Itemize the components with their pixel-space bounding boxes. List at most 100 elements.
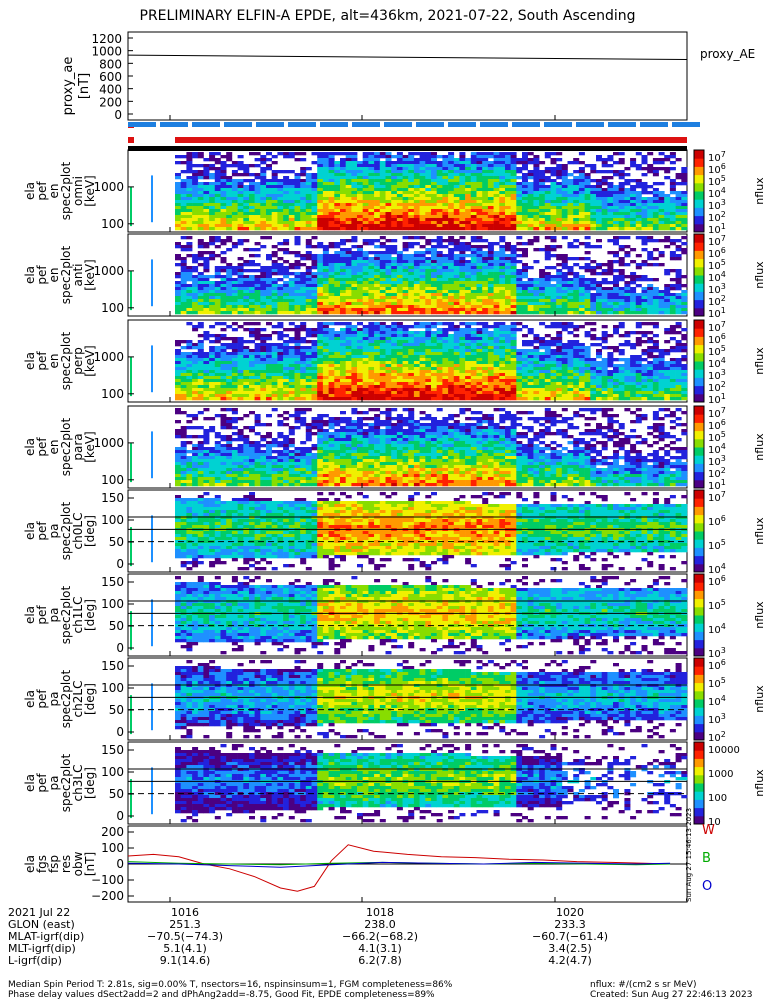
ylabel-ela_pef_en_spec2plot_para: en (47, 440, 61, 455)
ylabel-ela_pef_en_spec2plot_perp: en (47, 354, 61, 369)
colorbar-tick-ela_pef_en_spec2plot_anti: 107 (708, 234, 726, 248)
colorbar-segment-ela_pef_en_spec2plot_perp (694, 344, 704, 354)
ephemeris-value: 251.3 (169, 918, 201, 931)
panel-frame-8 (127, 741, 688, 825)
ylabel-ela_pef_pa_spec2plot_ch0LC: ch0LC (71, 513, 85, 550)
ytick-label-ela_pef_pa_spec2plot_ch2LC: 0 (116, 725, 124, 739)
ytick-label-ela_pef_pa_spec2plot_ch2LC: 100 (101, 681, 124, 695)
ylabel-ela_pef_en_spec2plot_perp: pef (35, 351, 49, 371)
ylabel-ela_pef_pa_spec2plot_ch1LC: pa (47, 608, 61, 623)
early-streak (130, 271, 132, 311)
colorbar-tick-ela_pef_pa_spec2plot_ch0LC: 107 (708, 490, 726, 504)
colorbar-tick-ela_pef_en_spec2plot_omni: 105 (708, 174, 726, 188)
ylabel-ela_pef_pa_spec2plot_ch3LC: ela (23, 774, 37, 792)
orbit-blue-segment (672, 122, 700, 127)
ylabel-ela_pef_en_spec2plot_anti: pef (35, 265, 49, 285)
orbit-red-marker-2 (128, 137, 134, 143)
ylabel-ela_fgs_fsp_res_obw: fgs (35, 855, 49, 873)
ytick-label-ela_pef_pa_spec2plot_ch3LC: 150 (101, 743, 124, 757)
ytick-label-ela_pef_en_spec2plot_para: 100 (101, 473, 124, 487)
colorbar-tick-ela_pef_pa_spec2plot_ch2LC: 106 (708, 658, 726, 672)
colorbar-tick-ela_pef_en_spec2plot_omni: 101 (708, 222, 726, 236)
colorbar-segment-ela_pef_en_spec2plot_perp (694, 336, 704, 346)
colorbar-frame-ela_pef_pa_spec2plot_ch2LC (693, 657, 705, 741)
ytick-label-ela_pef_pa_spec2plot_ch2LC: 50 (109, 703, 124, 717)
colorbar-tick-ela_pef_en_spec2plot_perp: 106 (708, 332, 726, 346)
colorbar-segment-ela_pef_pa_spec2plot_ch0LC (694, 506, 704, 516)
ephemeris-value: 4.1(3.1) (358, 942, 402, 955)
early-streak-2 (151, 767, 153, 815)
ytick-label-ela_fgs_fsp_res_obw: 100 (101, 841, 124, 855)
orbit-blue-segment (480, 122, 508, 127)
colorbar-segment-ela_pef_en_spec2plot_anti (694, 299, 704, 309)
orbit-blue-segment (384, 122, 412, 127)
ylabel-ela_pef_pa_spec2plot_ch3LC: pef (35, 773, 49, 793)
ylabel-ela_pef_pa_spec2plot_ch1LC: spec2plot (59, 585, 73, 644)
colorbar-segment-ela_pef_pa_spec2plot_ch1LC (694, 582, 704, 591)
vertical-timestamp: Sun Aug 27 15:46:13 2023 (685, 808, 693, 902)
ephemeris-row-label: MLAT-igrf(dip) (8, 930, 85, 943)
colorbar-tick-ela_pef_en_spec2plot_para: 101 (708, 478, 726, 492)
colorbar-segment-ela_pef_en_spec2plot_para (694, 406, 704, 415)
colorbar-segment-ela_pef_en_spec2plot_omni (694, 166, 704, 176)
early-streak-2 (151, 431, 153, 479)
colorbar-tick-ela_pef_en_spec2plot_perp: 103 (708, 368, 726, 382)
colorbar-segment-ela_pef_en_spec2plot_para (694, 414, 704, 423)
ephemeris-value: 9.1(14.6) (159, 954, 211, 967)
ephemeris-value: −70.5(−74.3) (146, 930, 223, 943)
colorbar-segment-ela_pef_pa_spec2plot_ch0LC (694, 531, 704, 540)
colorbar-segment-ela_pef_en_spec2plot_para (694, 455, 704, 464)
ytick-label-ela_fgs_fsp_res_obw: −200 (91, 889, 124, 903)
ytick-label-ela_pef_en_spec2plot_para: 1000 (93, 436, 124, 450)
ylabel-ela_pef_en_spec2plot_para: [keV] (83, 431, 97, 462)
ylabel-ela_fgs_fsp_res_obw: res (59, 855, 73, 873)
colorbar-segment-ela_pef_pa_spec2plot_ch0LC (694, 547, 704, 557)
ylabel-ela_pef_pa_spec2plot_ch2LC: [deg] (83, 683, 97, 715)
colorbar-tick-ela_pef_en_spec2plot_anti: 104 (708, 270, 726, 284)
colorbar-segment-ela_pef_pa_spec2plot_ch2LC (694, 715, 704, 725)
ylabel-ela_pef_pa_spec2plot_ch1LC: ch1LC (71, 597, 85, 634)
colorbar-tick-ela_pef_en_spec2plot_para: 103 (708, 454, 726, 468)
orbit-blue-segment (576, 122, 604, 127)
ylabel-ela_fgs_fsp_res_obw: [nT] (83, 852, 97, 876)
colorbar-segment-ela_pef_en_spec2plot_perp (694, 320, 704, 329)
colorbar-tick-ela_pef_pa_spec2plot_ch1LC: 105 (708, 598, 726, 612)
ytick-label-ela_fgs_fsp_res_obw: 200 (101, 825, 124, 839)
early-streak (130, 357, 132, 397)
ylabel-ela_pef_en_spec2plot_omni: pef (35, 181, 49, 201)
early-streak-2 (151, 345, 153, 393)
colorbar-segment-ela_pef_pa_spec2plot_ch3LC (694, 766, 704, 776)
ytick-label-ela_pef_pa_spec2plot_ch1LC: 100 (101, 597, 124, 611)
colorbar-frame-ela_pef_en_spec2plot_para (693, 405, 705, 489)
colorbar-segment-ela_pef_en_spec2plot_para (694, 447, 704, 456)
heatmap-4 (130, 408, 688, 487)
ytick-label-ela_pef_pa_spec2plot_ch2LC: 150 (101, 659, 124, 673)
panel-frame-0 (127, 31, 688, 121)
orbit-blue-segment (288, 122, 316, 127)
ylabel-ela_pef_en_spec2plot_para: pef (35, 437, 49, 457)
ytick-label-ela_pef_en_spec2plot_omni: 1000 (93, 180, 124, 194)
colorbar-segment-ela_pef_en_spec2plot_anti (694, 266, 704, 276)
colorbar-segment-ela_pef_en_spec2plot_omni (694, 199, 704, 208)
footer-line-2: Phase delay values dSect2add=2 and dPhAn… (8, 990, 435, 1000)
ephemeris-row-label: MLT-igrf(dip) (8, 942, 76, 955)
heatmap-3 (130, 322, 688, 401)
colorbar-frame-ela_pef_pa_spec2plot_ch1LC (693, 573, 705, 657)
colorbar-label-ela_pef_pa_spec2plot_ch3LC: nflux (753, 769, 766, 797)
ytick-label-ela_fgs_fsp_res_obw: −100 (91, 873, 124, 887)
colorbar-segment-ela_pef_en_spec2plot_perp (694, 393, 704, 403)
colorbar-segment-ela_pef_en_spec2plot_omni (694, 223, 704, 233)
colorbar-segment-ela_pef_pa_spec2plot_ch0LC (694, 522, 704, 532)
colorbar-tick-ela_pef_en_spec2plot_anti: 105 (708, 258, 726, 272)
ylabel-ela_pef_pa_spec2plot_ch2LC: ela (23, 690, 37, 708)
colorbar-segment-ela_pef_pa_spec2plot_ch1LC (694, 647, 704, 657)
colorbar-tick-ela_pef_pa_spec2plot_ch3LC: 100 (708, 793, 727, 804)
colorbar-tick-ela_pef_pa_spec2plot_ch3LC: 10 (708, 817, 721, 828)
colorbar-segment-ela_pef_pa_spec2plot_ch2LC (694, 699, 704, 708)
colorbar-label-ela_pef_pa_spec2plot_ch1LC: nflux (753, 601, 766, 629)
orbit-blue-segment (320, 122, 348, 127)
colorbar-segment-ela_pef_pa_spec2plot_ch2LC (694, 658, 704, 667)
orbit-blue-segment (160, 122, 188, 127)
ylabel-ela_pef_pa_spec2plot_ch0LC: ela (23, 522, 37, 540)
ylabel-ela_pef_pa_spec2plot_ch0LC: pef (35, 521, 49, 541)
